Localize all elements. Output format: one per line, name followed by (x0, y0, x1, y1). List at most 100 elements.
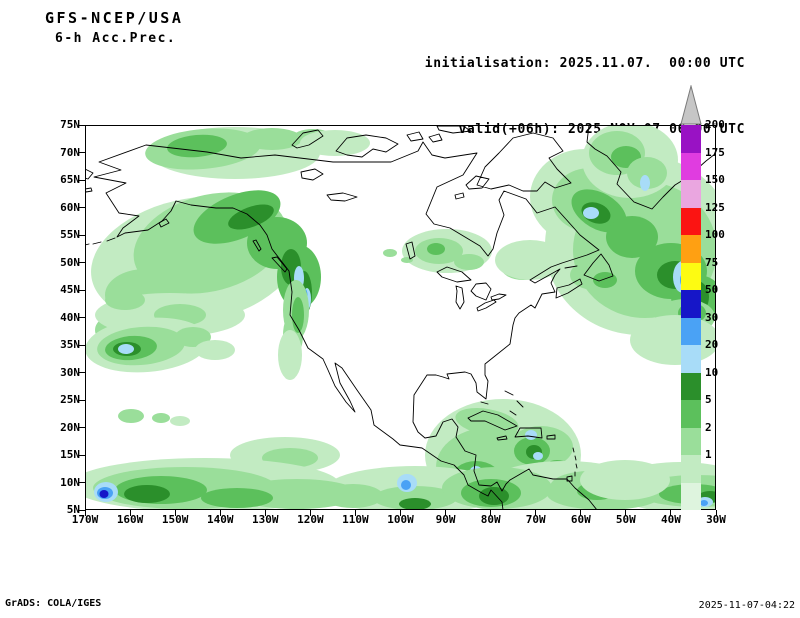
lon-tick-label: 170W (71, 513, 99, 526)
footer-credit: GrADS: COLA/IGES (5, 598, 102, 609)
axis-tick (715, 510, 717, 516)
axis-tick (400, 510, 401, 516)
axis-tick (78, 234, 85, 236)
precip-region (201, 488, 273, 508)
model-title: GFS-NCEP/USA (45, 9, 184, 27)
lat-tick-label: 45N (60, 283, 80, 296)
precip-region (195, 340, 235, 360)
lakes (300, 168, 507, 312)
colorbar-segment (681, 482, 701, 510)
colorbar-label: 150 (705, 173, 725, 186)
precip-region (401, 480, 411, 490)
lat-tick-label: 65N (60, 173, 80, 186)
colorbar-segment (681, 372, 701, 400)
axis-tick (264, 510, 266, 516)
precip-region (580, 460, 670, 500)
lat-tick-label: 10N (60, 475, 80, 489)
colorbar-segment (681, 235, 701, 263)
precip-region (427, 243, 445, 255)
precip-shading (85, 125, 716, 510)
lon-tick-label: 30W (706, 513, 726, 526)
lon-tick-label: 110W (342, 513, 369, 526)
lat-tick-label: 50N (60, 255, 80, 269)
colorbar-label: 175 (705, 145, 725, 159)
lon-tick-label: 130W (252, 513, 279, 526)
coastline-newfoundland-novascotia (555, 253, 614, 299)
lon-tick-label: 60W (570, 513, 591, 526)
precip-region (118, 409, 144, 423)
precip-region (454, 254, 484, 270)
colorbar-segment (681, 400, 701, 428)
axis-tick (78, 262, 85, 263)
axis-tick (78, 372, 85, 373)
colorbar-segment (681, 207, 701, 235)
axis-tick (354, 510, 356, 516)
precip-region (533, 452, 543, 460)
axis-tick (78, 454, 85, 456)
colorbar-segment (681, 125, 701, 153)
precip-region (170, 416, 190, 426)
axis-tick (445, 510, 447, 516)
precip-region (627, 157, 667, 189)
precip-region (399, 498, 431, 510)
colorbar-label: 125 (705, 200, 725, 214)
coastline-pacific-islands (85, 168, 288, 273)
lat-tick-label: 5N (66, 503, 80, 516)
coastline-caribbean-islands (467, 390, 578, 482)
axis-tick (78, 207, 85, 208)
colorbar-label: 2 (705, 420, 712, 434)
axis-tick (309, 510, 311, 516)
precip-region (300, 130, 370, 156)
precip-region (242, 128, 302, 150)
colorbar-arrow-shape (680, 85, 702, 125)
colorbar-segment (681, 317, 701, 345)
lon-tick-label: 160W (116, 513, 144, 526)
precip-region (606, 216, 658, 258)
colorbar-label: 20 (705, 338, 719, 351)
precip-region (152, 413, 170, 423)
lon-tick-label: 140W (206, 513, 234, 526)
axis-tick (78, 152, 85, 153)
product-title: 6-h Acc.Prec. (55, 31, 177, 46)
colorbar-label: 1 (705, 448, 712, 461)
axis-tick (78, 399, 85, 401)
lat-tick-label: 30N (60, 365, 80, 379)
colorbar-arrow-icon (680, 85, 702, 125)
map-frame (85, 125, 716, 510)
lon-tick-label: 100W (387, 513, 414, 526)
axis-tick (78, 344, 85, 346)
axis-tick (78, 482, 85, 483)
precip-region (175, 327, 211, 347)
colorbar-segment (681, 180, 701, 208)
precip-region (99, 490, 109, 498)
axis-tick (84, 510, 86, 516)
lon-tick-label: 90W (435, 513, 456, 526)
lat-tick-label: 20N (60, 420, 80, 434)
precip-region (323, 484, 383, 508)
coastline-arctic-islands (291, 125, 572, 200)
lat-tick-label: 15N (60, 448, 80, 461)
colorbar-label: 75 (705, 255, 719, 269)
colorbar-label: 200 (705, 118, 725, 131)
axis-tick (129, 510, 131, 516)
colorbar-label: 10 (705, 365, 719, 379)
footer-timestamp: 2025-11-07-04:22 (698, 600, 795, 611)
precip-region (124, 485, 170, 503)
precip-map (85, 125, 716, 510)
precip-region (278, 330, 302, 380)
lat-tick-label: 25N (60, 393, 80, 406)
colorbar-label: 5 (705, 393, 712, 406)
coastline-mainland (93, 141, 600, 510)
axis-tick (174, 510, 176, 516)
precip-region (105, 290, 145, 310)
axis-tick (78, 289, 85, 291)
precip-region (700, 500, 708, 506)
axis-tick (625, 510, 627, 516)
colorbar (681, 125, 701, 510)
colorbar-label: 100 (705, 228, 725, 241)
colorbar-segment (681, 455, 701, 483)
lat-tick-label: 70N (60, 145, 80, 159)
precip-region (583, 207, 599, 219)
colorbar-segment (681, 290, 701, 318)
axis-tick (78, 509, 85, 511)
